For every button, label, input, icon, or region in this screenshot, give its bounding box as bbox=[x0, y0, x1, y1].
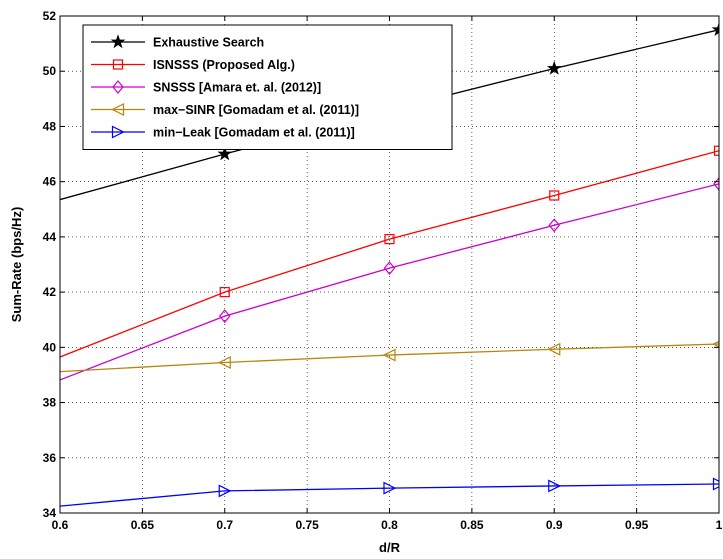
x-tick-label: 0.9 bbox=[546, 518, 563, 532]
x-tick-label: 0.95 bbox=[625, 518, 649, 532]
legend-marker bbox=[110, 34, 126, 49]
series-point bbox=[383, 261, 396, 276]
legend-label: ISNSSS (Proposed Alg.) bbox=[153, 58, 295, 72]
x-tick-label: 0.65 bbox=[131, 518, 155, 532]
x-tick-label: 0.6 bbox=[52, 518, 69, 532]
series-point bbox=[548, 218, 561, 233]
series-point bbox=[218, 309, 231, 324]
series-point bbox=[711, 22, 719, 37]
legend-marker bbox=[112, 59, 124, 70]
legend-entry: Exhaustive Search bbox=[91, 34, 264, 50]
legend-entry: SNSSS [Amara et. al. (2012)] bbox=[91, 80, 321, 95]
series-point bbox=[549, 190, 560, 201]
y-axis-label: Sum-Rate (bps/Hz) bbox=[9, 207, 24, 323]
y-tick-label: 50 bbox=[43, 64, 57, 78]
x-axis-label: d/R bbox=[379, 540, 401, 555]
y-tick-label: 52 bbox=[43, 9, 57, 23]
series-point bbox=[219, 287, 230, 298]
legend-label: max−SINR [Gomadam et al. (2011)] bbox=[153, 103, 359, 117]
legend-marker bbox=[111, 103, 125, 116]
series-line bbox=[60, 343, 719, 373]
legend-entry: max−SINR [Gomadam et al. (2011)] bbox=[91, 103, 359, 117]
series-point bbox=[217, 146, 233, 161]
y-tick-label: 36 bbox=[43, 451, 57, 465]
series-point bbox=[383, 481, 397, 495]
legend-entry: ISNSSS (Proposed Alg.) bbox=[91, 58, 295, 72]
legend-marker bbox=[111, 125, 125, 139]
legend: Exhaustive Search ISNSSS (Proposed Alg.) S… bbox=[82, 24, 453, 150]
tick-labels: 0.6 0.65 0.7 0.75 0.8 0.85 0.9 0.95 1 34 36 38 40 42 4… bbox=[43, 9, 723, 532]
grid bbox=[60, 16, 719, 513]
series-point bbox=[546, 60, 562, 75]
series-point bbox=[217, 356, 231, 369]
x-tick-label: 0.85 bbox=[460, 518, 484, 532]
y-tick-label: 46 bbox=[43, 175, 57, 189]
legend-label: Exhaustive Search bbox=[153, 36, 264, 50]
y-tick-label: 38 bbox=[43, 396, 57, 410]
x-tick-label: 0.7 bbox=[216, 518, 233, 532]
y-tick-label: 40 bbox=[43, 340, 57, 354]
x-tick-label: 0.8 bbox=[381, 518, 398, 532]
y-tick-label: 42 bbox=[43, 285, 57, 299]
series-1 bbox=[60, 145, 719, 358]
series-point bbox=[713, 145, 719, 156]
series-4 bbox=[60, 477, 719, 507]
series-point bbox=[547, 342, 561, 356]
series-line bbox=[60, 483, 719, 507]
ticks bbox=[59, 15, 720, 514]
y-tick-label: 48 bbox=[43, 119, 57, 133]
x-tick-label: 0.75 bbox=[295, 518, 319, 532]
series-3 bbox=[60, 340, 719, 373]
legend-entry: min−Leak [Gomadam et al. (2011)] bbox=[91, 126, 355, 140]
legend-label: min−Leak [Gomadam et al. (2011)] bbox=[153, 126, 355, 140]
series-line bbox=[60, 183, 719, 381]
y-tick-label: 34 bbox=[43, 506, 57, 520]
series-layer bbox=[60, 22, 719, 507]
series-point bbox=[548, 479, 562, 493]
series-point bbox=[382, 348, 396, 362]
x-tick-label: 1 bbox=[716, 518, 723, 532]
legend-label: SNSSS [Amara et. al. (2012)] bbox=[153, 81, 321, 95]
series-line bbox=[60, 150, 719, 358]
y-tick-label: 44 bbox=[43, 230, 57, 244]
legend-marker bbox=[112, 80, 124, 94]
series-point bbox=[712, 477, 719, 491]
series-point bbox=[384, 233, 395, 245]
series-point bbox=[218, 484, 232, 498]
